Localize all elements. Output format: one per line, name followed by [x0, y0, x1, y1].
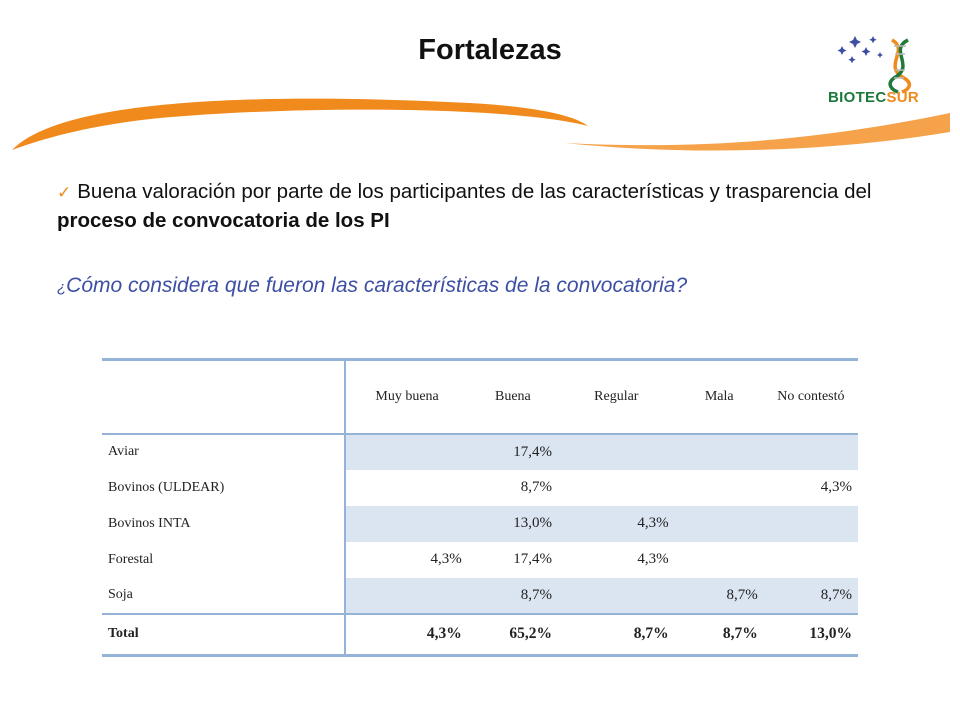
results-table: Muy buena Buena Regular Mala No contestó… [102, 358, 858, 657]
table-cell [674, 433, 764, 470]
table-cell: 8,7% [467, 577, 558, 614]
table-cell: 17,4% [467, 433, 558, 470]
table-cell: 4,3% [557, 505, 675, 542]
slide-title: Fortalezas [418, 34, 562, 66]
row-label: Bovinos INTA [102, 505, 347, 542]
table-cell [557, 577, 675, 614]
table-cell: 4,3% [637, 551, 669, 567]
table-cell: 17,4% [513, 551, 552, 567]
table-cell [763, 505, 858, 542]
question-inverted-mark: ¿ [57, 279, 67, 296]
table-cell: 4,3% [430, 551, 462, 567]
row-label: Forestal [102, 541, 347, 578]
table-cell: 4,3% [820, 479, 852, 495]
table-cell: 13,0% [467, 505, 558, 542]
table-cell [345, 577, 468, 614]
column-header-no-contesto: No contestó [763, 358, 858, 435]
bullet-text: Buena valoración por parte de los partic… [77, 180, 872, 203]
header-swoosh-decoration [12, 98, 950, 151]
table-cell [558, 470, 675, 506]
total-cell: 8,7% [674, 612, 764, 657]
bullet-bold-text: proceso de convocatoria de los PI [57, 209, 390, 232]
table-cell [763, 433, 858, 470]
question-text: Cómo considera que fueron las caracterís… [66, 274, 688, 297]
table-cell [557, 433, 675, 470]
column-header-muy-buena: Muy buena [345, 358, 468, 435]
total-cell: 4,3% [345, 612, 468, 657]
table-cell: 8,7% [674, 577, 764, 614]
table-cell [675, 470, 764, 506]
biotecsur-logo-text: BIOTECSUR [828, 89, 919, 106]
table-cell [345, 433, 468, 470]
total-cell: 65,2% [467, 612, 558, 657]
table-cell [675, 542, 764, 578]
survey-question: ¿Cómo considera que fueron las caracterí… [57, 274, 937, 298]
bullet-point: ✓ Buena valoración por parte de los parti… [57, 178, 937, 235]
table-cell: 8,7% [520, 479, 552, 495]
table-cell [345, 505, 468, 542]
column-header-regular: Regular [557, 358, 675, 435]
table-cell [764, 542, 858, 578]
table-cell [345, 470, 467, 506]
header-corner-cell [102, 358, 347, 435]
table-row: Bovinos (ULDEAR) 8,7% 4,3% [102, 469, 858, 506]
table-header-row: Muy buena Buena Regular Mala No contestó [102, 358, 858, 435]
table-row: Aviar 17,4% [102, 433, 858, 470]
table-row: Bovinos INTA 13,0% 4,3% [102, 505, 858, 542]
table-cell [674, 505, 764, 542]
row-label-total: Total [102, 612, 347, 657]
row-label: Bovinos (ULDEAR) [102, 469, 347, 506]
checkmark-icon: ✓ [57, 183, 72, 203]
table-row: Forestal 4,3% 17,4% 4,3% [102, 541, 858, 578]
total-cell: 8,7% [557, 612, 675, 657]
row-label: Soja [102, 577, 347, 614]
column-header-mala: Mala [674, 358, 764, 435]
row-label: Aviar [102, 433, 347, 470]
logo-text-part1: BIOTEC [828, 89, 887, 106]
table-total-row: Total 4,3% 65,2% 8,7% 8,7% 13,0% [102, 612, 858, 657]
table-row: Soja 8,7% 8,7% 8,7% [102, 577, 858, 614]
column-header-buena: Buena [467, 358, 558, 435]
logo-text-part2: SUR [886, 89, 920, 106]
total-cell: 13,0% [763, 612, 858, 657]
table-cell: 8,7% [763, 577, 858, 614]
biotecsur-logo-icon [837, 36, 912, 94]
